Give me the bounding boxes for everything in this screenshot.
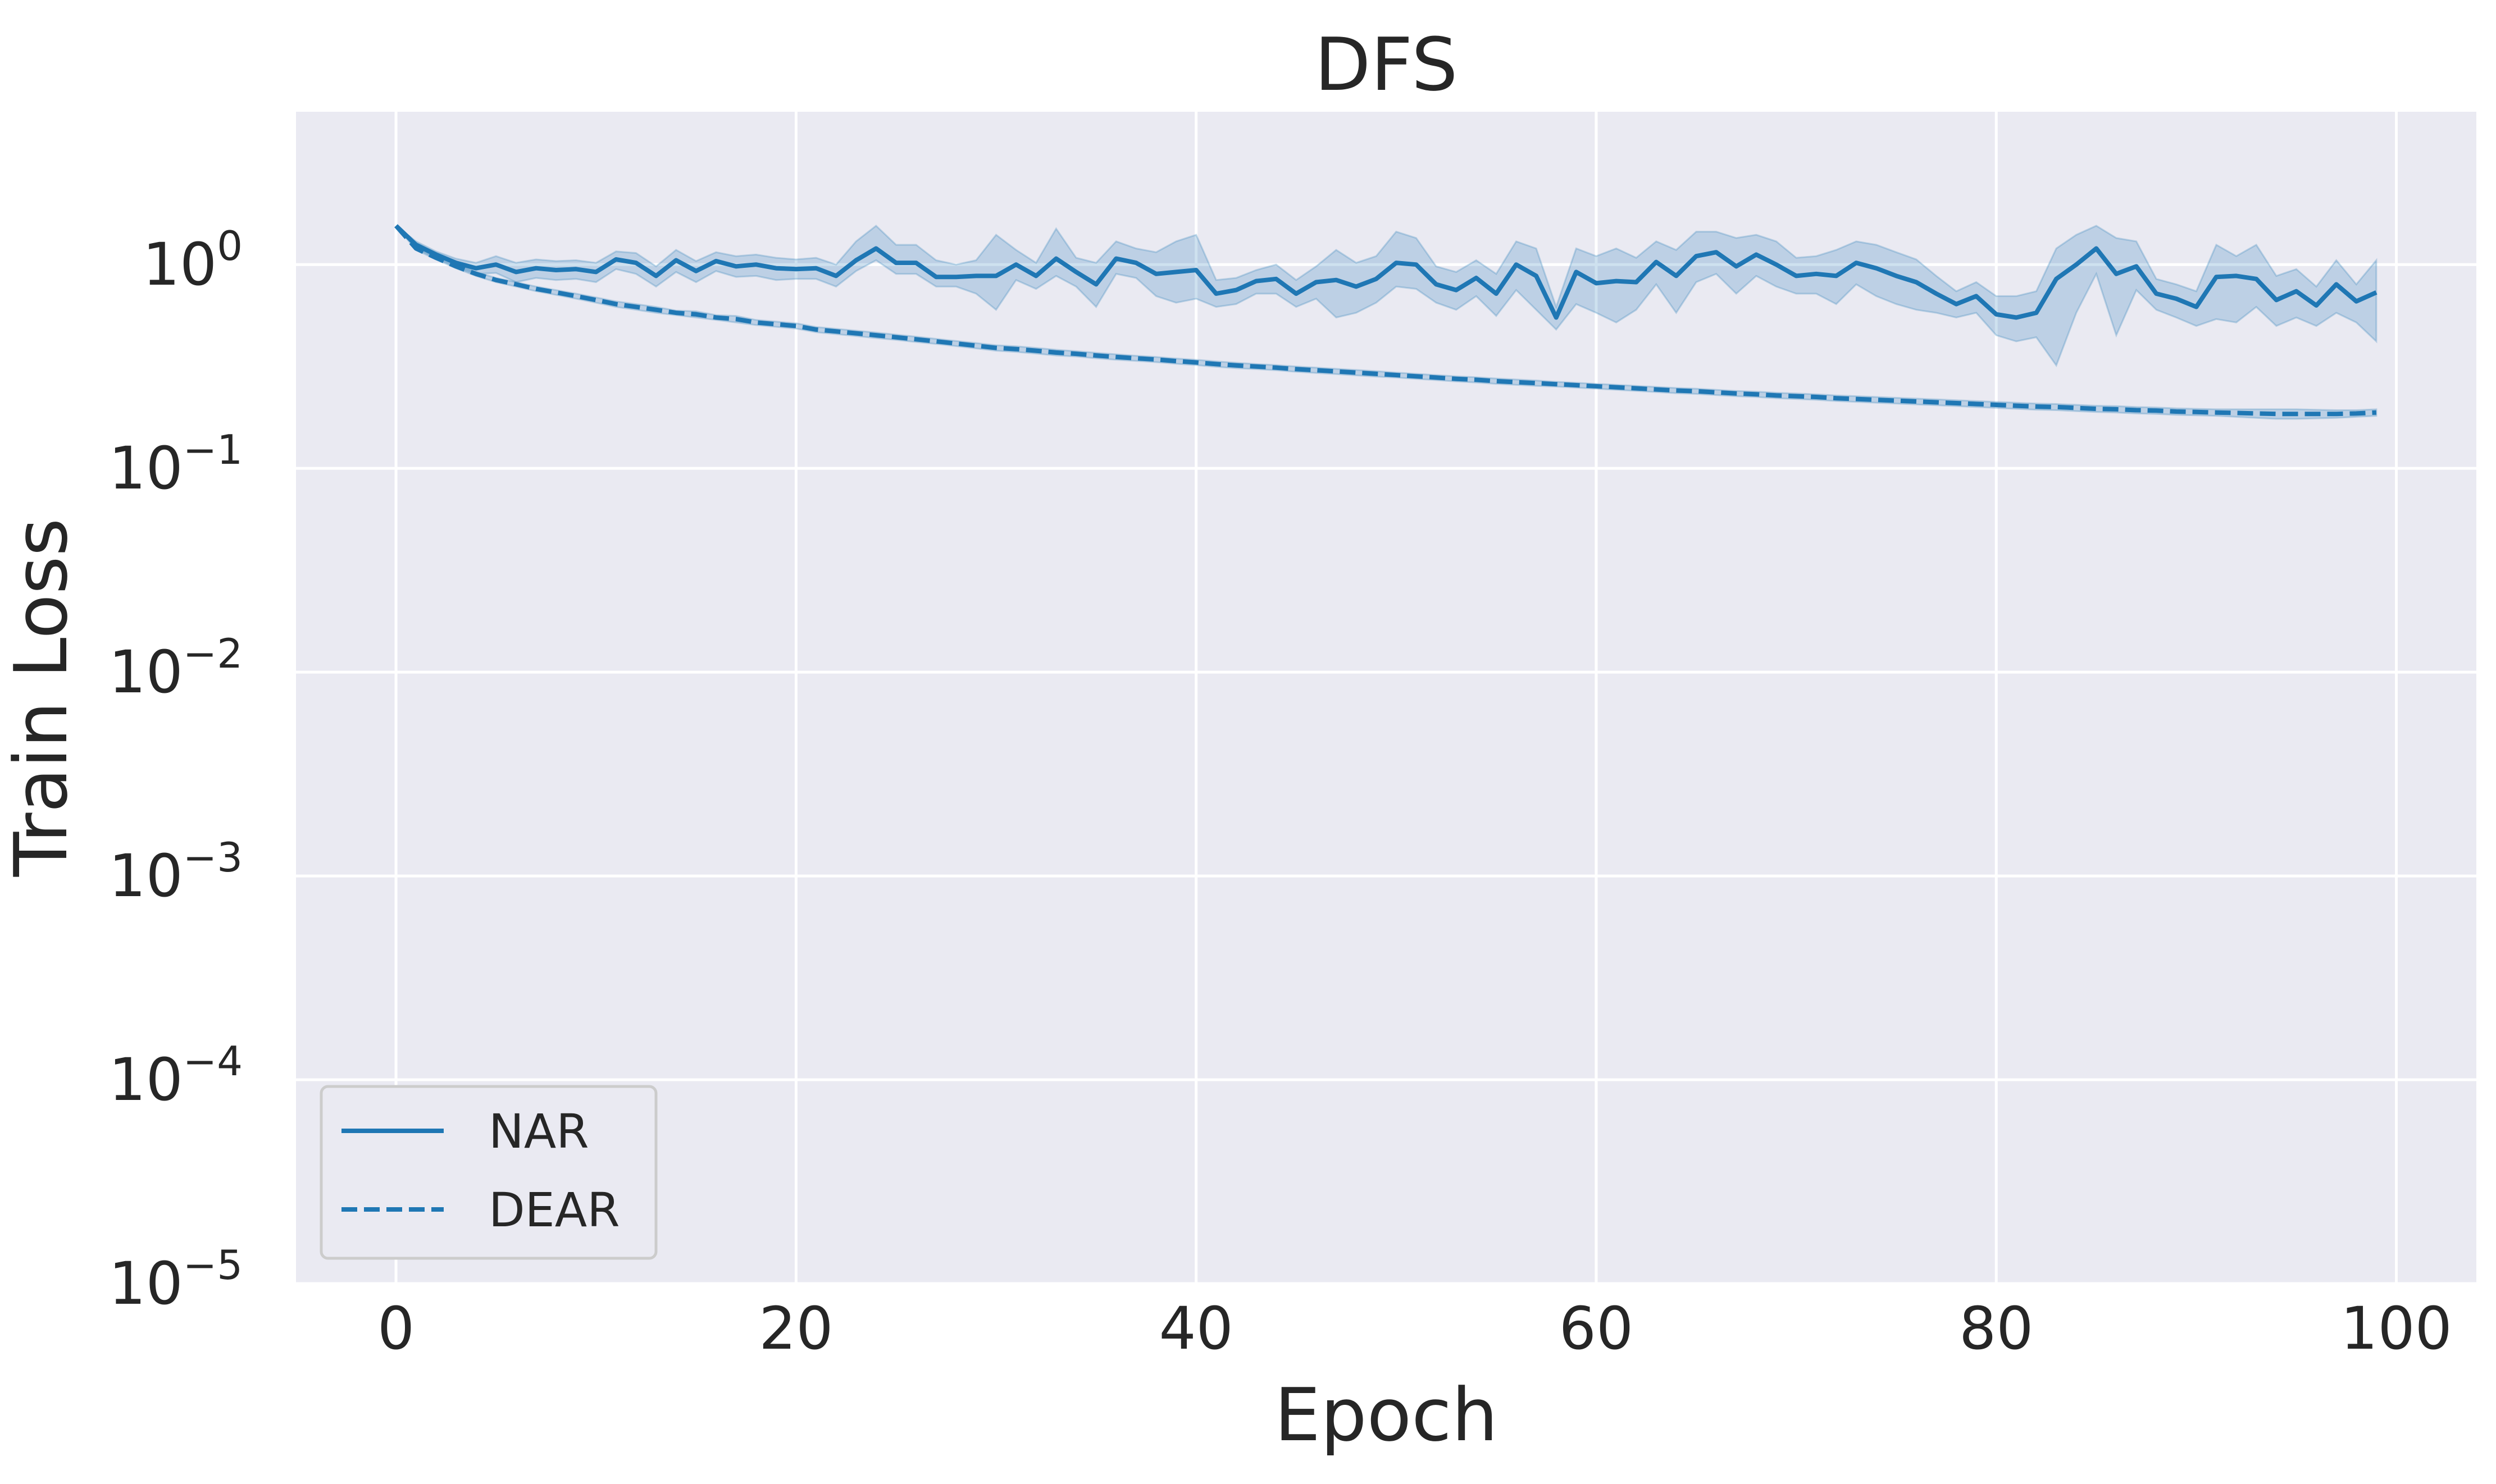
y-tick-label: 10−4 <box>109 1038 243 1114</box>
grid <box>296 112 2476 1285</box>
y-tick-label: 10−1 <box>109 426 243 503</box>
line-dear <box>394 224 2377 417</box>
x-tick-label: 60 <box>1559 1294 1633 1363</box>
x-tick-label: 40 <box>1159 1294 1233 1363</box>
x-tick-label: 80 <box>1959 1294 2033 1363</box>
plot-background <box>296 112 2476 1284</box>
legend-label-dear: DEAR <box>489 1182 620 1238</box>
y-axis-label: Train Loss <box>0 518 84 877</box>
line-nar <box>394 224 2377 320</box>
series-lines <box>394 224 2377 417</box>
x-axis-label: Epoch <box>1274 1372 1498 1458</box>
x-tick-label: 100 <box>2340 1294 2452 1363</box>
legend: NAR DEAR <box>320 1085 658 1260</box>
y-tick-label: 100 <box>143 222 243 299</box>
x-tick-label: 20 <box>759 1294 833 1363</box>
legend-label-nar: NAR <box>489 1104 589 1159</box>
y-tick-label: 10−2 <box>109 630 243 706</box>
y-tick-labels: 100 10−1 10−2 10−3 10−4 10−5 <box>109 222 243 1318</box>
y-tick-label: 10−5 <box>109 1241 243 1318</box>
x-tick-label: 0 <box>377 1294 415 1363</box>
x-tick-labels: 0 20 40 60 80 100 <box>377 1294 2452 1363</box>
chart-title: DFS <box>1314 22 1457 107</box>
y-tick-label: 10−3 <box>109 834 243 910</box>
